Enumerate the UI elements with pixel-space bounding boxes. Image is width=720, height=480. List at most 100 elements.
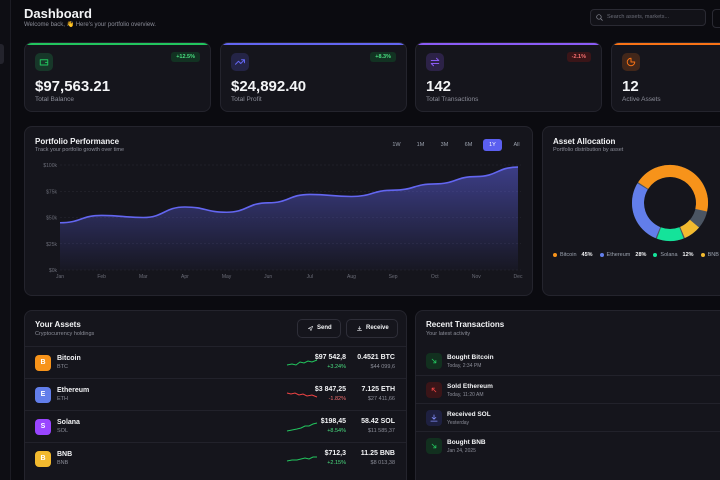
asset-holding-value: $27 411,66 xyxy=(367,396,395,402)
asset-row[interactable]: E Ethereum ETH $3 847,25 -1.82% 7.125 ETH $27 … xyxy=(25,378,406,411)
legend-dot xyxy=(653,253,658,257)
search-box[interactable]: Search assets, markets... xyxy=(590,9,706,26)
legend-dot xyxy=(599,253,604,257)
legend-item: Solana 12% xyxy=(653,252,694,258)
asset-price: $198,45 xyxy=(320,418,346,425)
range-tab[interactable]: 1W xyxy=(392,142,401,148)
legend-label: Bitcoin xyxy=(560,252,577,258)
performance-card: Portfolio Performance Track your portfoli… xyxy=(24,126,533,296)
transaction-title: Received SOL xyxy=(447,411,491,418)
action-label: Receive xyxy=(366,325,389,331)
chart-subtitle: Track your portfolio growth over time xyxy=(35,147,125,153)
asset-symbol: ETH xyxy=(57,396,68,402)
legend-item: Bitcoin 45% xyxy=(553,252,593,258)
stat-icon xyxy=(39,59,49,66)
stat-value: $97,563.21 xyxy=(35,78,111,95)
asset-row[interactable]: S Solana SOL $198,45 +8.54% 58.42 SOL $11 585,… xyxy=(25,410,406,443)
asset-name: Ethereum xyxy=(57,387,90,394)
transaction-title: Sold Ethereum xyxy=(447,383,493,390)
card-title: Recent Transactions xyxy=(426,320,505,329)
legend-label: BNB xyxy=(707,252,719,258)
transaction-row[interactable]: Bought BNB Jan 24, 2025 xyxy=(416,431,720,460)
transaction-icon xyxy=(431,443,437,449)
asset-name: Bitcoin xyxy=(57,355,81,362)
stat-card: 12 Active Assets xyxy=(611,42,720,112)
transaction-icon-box xyxy=(426,438,442,454)
transaction-icon-glyph xyxy=(431,443,437,449)
range-tab[interactable]: 1M xyxy=(416,142,425,148)
allocation-card: Asset Allocation Portfolio distribution b… xyxy=(542,126,720,296)
legend-item: BNB8% xyxy=(700,252,720,258)
stat-value: $24,892.40 xyxy=(231,78,307,95)
stat-value: 12 xyxy=(622,78,639,95)
legend-label: Ethereum xyxy=(606,252,631,258)
range-tab[interactable]: 6M xyxy=(464,142,473,148)
stat-icon-box xyxy=(622,53,640,71)
stat-accent xyxy=(221,43,406,45)
stat-change: +8.3% xyxy=(370,52,396,62)
asset-icon: S xyxy=(35,419,51,435)
stat-accent xyxy=(612,43,720,45)
sidebar-edge xyxy=(0,0,11,480)
asset-row[interactable]: B Bitcoin BTC $97 542,8 +3.24% 0.4521 BTC $44 … xyxy=(25,346,406,379)
transaction-icon xyxy=(430,414,438,422)
card-subtitle: Cryptocurrency holdings xyxy=(35,331,95,337)
asset-price: $3 847,25 xyxy=(314,386,346,393)
asset-holding: 58.42 SOL xyxy=(361,418,395,425)
transaction-icon-glyph xyxy=(430,414,438,422)
transaction-icon-glyph xyxy=(431,387,437,393)
stat-icon xyxy=(235,59,245,65)
stat-accent xyxy=(416,43,601,45)
asset-icon: B xyxy=(35,451,51,467)
chart-title: Portfolio Performance xyxy=(35,137,120,146)
range-tabs: 1W 1M 3M 6M 1Y All xyxy=(387,139,526,151)
transaction-row[interactable]: Sold Ethereum Today, 11:20 AM xyxy=(416,375,720,404)
transaction-time: Yesterday xyxy=(447,420,470,426)
asset-price: $97 542,8 xyxy=(314,354,346,361)
header-button[interactable] xyxy=(712,9,720,28)
search-icon xyxy=(596,14,603,21)
transaction-row[interactable]: Received SOL Yesterday xyxy=(416,403,720,432)
action-icon-glyph xyxy=(357,326,362,331)
action-label: Send xyxy=(317,325,332,331)
stat-value: 142 xyxy=(426,78,452,95)
transaction-icon-glyph xyxy=(431,358,437,364)
action-button[interactable]: Receive xyxy=(346,319,398,338)
legend-label: Solana xyxy=(660,252,678,258)
asset-symbol: BNB xyxy=(57,460,69,466)
sidebar-active xyxy=(0,44,4,64)
legend-dot xyxy=(553,253,557,257)
sparkline xyxy=(286,456,317,462)
legend-value: 12% xyxy=(682,252,694,258)
stat-label: Active Assets xyxy=(622,96,661,103)
transaction-icon-box xyxy=(426,353,442,369)
range-tab[interactable]: All xyxy=(513,142,520,148)
asset-change: +8.54% xyxy=(327,428,346,434)
stat-change: +12.5% xyxy=(171,52,200,62)
chart-subtitle: Portfolio distribution by asset xyxy=(553,147,624,153)
sparkline xyxy=(286,392,318,398)
asset-icon-letter: B xyxy=(40,455,46,462)
stat-icon-glyph xyxy=(626,57,636,67)
stat-icon-glyph xyxy=(39,59,49,66)
stat-label: Total Balance xyxy=(35,96,75,103)
stat-change: -2.1% xyxy=(566,52,591,62)
page-title: Dashboard xyxy=(24,6,92,21)
page-subtitle: Welcome back, 👋 Here's your portfolio ov… xyxy=(24,22,156,28)
range-tab[interactable]: 1Y xyxy=(483,139,502,151)
action-button[interactable]: Send xyxy=(297,319,341,338)
range-tab[interactable]: 3M xyxy=(440,142,449,148)
transaction-row[interactable]: Bought Bitcoin Today, 2:34 PM xyxy=(416,347,720,375)
asset-name: Solana xyxy=(57,419,80,426)
transaction-time: Today, 2:34 PM xyxy=(447,363,482,369)
sparkline xyxy=(286,422,318,432)
asset-icon-letter: B xyxy=(40,359,46,366)
asset-row[interactable]: B BNB BNB $712,3 +2.15% 11.25 BNB $8 013,38 xyxy=(25,442,406,475)
stat-icon-box xyxy=(231,53,249,71)
legend-value: 28% xyxy=(635,252,647,258)
asset-symbol: BTC xyxy=(57,364,68,370)
asset-icon-letter: E xyxy=(40,391,46,398)
transaction-icon-box xyxy=(426,410,442,426)
